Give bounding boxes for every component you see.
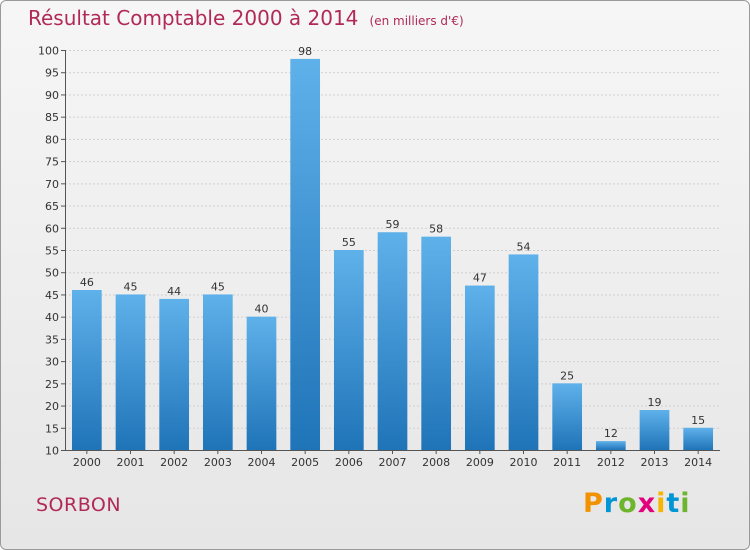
bar [159, 298, 190, 450]
data-label: 54 [517, 240, 531, 253]
y-tick-label: 35 [45, 333, 59, 346]
logo-letter: i [656, 488, 667, 519]
bar [464, 285, 495, 450]
y-tick-label: 55 [45, 245, 59, 258]
x-tick-label: 2002 [160, 456, 188, 469]
bar [115, 294, 146, 450]
y-tick-label: 10 [45, 445, 59, 458]
data-label: 47 [473, 272, 487, 285]
x-tick-label: 2012 [597, 456, 625, 469]
bar [639, 410, 670, 450]
logo-letter: o [618, 488, 638, 519]
logo-letter: t [666, 488, 681, 519]
x-tick-label: 2013 [641, 456, 669, 469]
data-label: 44 [167, 285, 181, 298]
y-tick-label: 90 [45, 89, 59, 102]
x-tick-label: 2000 [73, 456, 101, 469]
data-label: 19 [648, 396, 662, 409]
y-tick-label: 75 [45, 156, 59, 169]
data-label: 40 [255, 303, 269, 316]
chart-title-unit: (en milliers d'€) [369, 14, 464, 28]
bar [552, 383, 583, 450]
x-tick-label: 2009 [466, 456, 494, 469]
logo-letter: i [680, 488, 691, 519]
x-tick-label: 2003 [204, 456, 232, 469]
bar [595, 441, 626, 450]
y-tick-label: 95 [45, 67, 59, 80]
bar [333, 250, 364, 450]
data-label: 98 [298, 45, 312, 58]
x-tick-label: 2004 [248, 456, 276, 469]
x-tick-label: 2014 [684, 456, 712, 469]
y-tick-label: 65 [45, 200, 59, 213]
bar [290, 58, 321, 451]
chart-title: Résultat Comptable 2000 à 2014 (en milli… [28, 6, 464, 30]
x-tick-label: 2001 [117, 456, 145, 469]
x-tick-label: 2006 [335, 456, 363, 469]
y-tick-label: 40 [45, 311, 59, 324]
bar [71, 290, 102, 450]
logo-letter: r [603, 488, 619, 519]
y-tick-label: 60 [45, 222, 59, 235]
data-label: 58 [429, 223, 443, 236]
bar [421, 236, 452, 450]
bar [683, 427, 714, 450]
y-tick-label: 45 [45, 289, 59, 302]
data-label: 46 [80, 276, 94, 289]
x-tick-label: 2008 [422, 456, 450, 469]
logo-letter: P [583, 488, 604, 519]
y-tick-label: 15 [45, 422, 59, 435]
x-tick-label: 2007 [379, 456, 407, 469]
y-tick-label: 85 [45, 111, 59, 124]
x-tick-label: 2010 [510, 456, 538, 469]
proxiti-logo: Proxiti [583, 488, 691, 519]
bar [377, 232, 408, 450]
data-label: 25 [560, 369, 574, 382]
logo-letter: x [637, 488, 657, 519]
bar [508, 254, 539, 450]
y-tick-label: 25 [45, 378, 59, 391]
y-tick-label: 80 [45, 133, 59, 146]
data-label: 59 [386, 218, 400, 231]
y-tick-label: 100 [38, 45, 59, 58]
chart-title-main: Résultat Comptable 2000 à 2014 [28, 6, 359, 30]
data-label: 12 [604, 427, 618, 440]
y-tick-label: 50 [45, 267, 59, 280]
data-label: 45 [211, 280, 225, 293]
x-tick-label: 2005 [291, 456, 319, 469]
bar [246, 316, 277, 450]
y-tick-label: 30 [45, 356, 59, 369]
bar [202, 294, 233, 450]
y-tick-label: 70 [45, 178, 59, 191]
data-label: 55 [342, 236, 356, 249]
x-tick-label: 2011 [553, 456, 581, 469]
y-tick-label: 20 [45, 400, 59, 413]
commune-name: SORBON [36, 494, 122, 516]
data-label: 45 [124, 280, 138, 293]
data-label: 15 [691, 414, 705, 427]
